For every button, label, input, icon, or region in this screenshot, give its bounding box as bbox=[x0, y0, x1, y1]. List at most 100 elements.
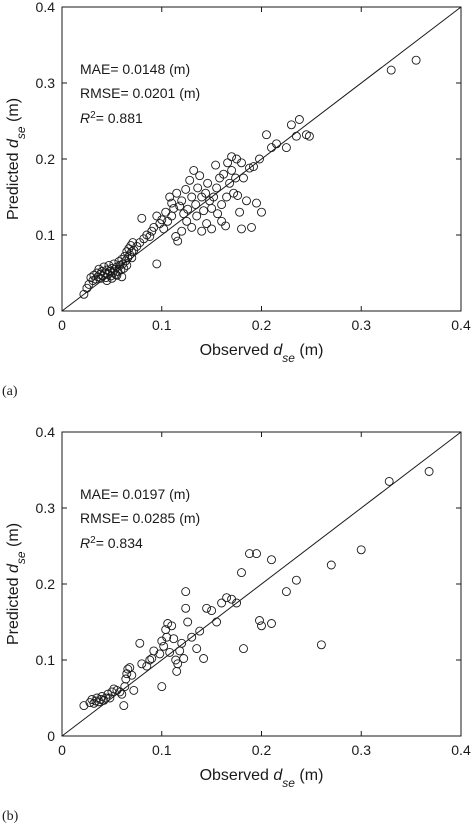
data-point bbox=[237, 568, 246, 578]
data-point bbox=[257, 207, 266, 217]
y-tick-label: 0.3 bbox=[36, 500, 56, 516]
data-point bbox=[262, 130, 271, 140]
x-tick-label: 0.1 bbox=[152, 317, 172, 333]
data-point bbox=[181, 184, 191, 194]
data-point bbox=[281, 587, 291, 597]
data-point bbox=[272, 139, 281, 149]
data-point bbox=[122, 247, 132, 257]
y-tick-label: 0.4 bbox=[36, 424, 56, 440]
data-point bbox=[207, 203, 217, 213]
x-tick-label: 0.1 bbox=[152, 742, 172, 758]
data-point bbox=[182, 216, 192, 226]
data-point bbox=[191, 200, 201, 210]
data-point bbox=[316, 640, 326, 650]
data-point bbox=[203, 178, 213, 188]
data-point bbox=[173, 659, 183, 669]
data-point bbox=[159, 224, 169, 234]
data-point bbox=[167, 621, 177, 631]
x-ticks: 0 0.1 0.2 0.3 0.4 bbox=[58, 432, 471, 758]
x-ticks: 0 0.1 0.2 0.3 0.4 bbox=[58, 7, 471, 333]
data-point bbox=[167, 198, 177, 208]
data-point bbox=[185, 175, 195, 185]
data-point bbox=[211, 160, 221, 170]
data-point bbox=[386, 65, 396, 75]
y-tick-label: 0.3 bbox=[36, 75, 56, 91]
data-point bbox=[129, 685, 139, 695]
mae-stat: MAE= 0.0148 (m) bbox=[80, 61, 190, 77]
data-point bbox=[411, 55, 421, 65]
data-point bbox=[171, 232, 181, 241]
data-point bbox=[165, 192, 175, 202]
data-point bbox=[105, 693, 115, 703]
data-point bbox=[221, 221, 231, 231]
data-point bbox=[187, 222, 197, 232]
data-point bbox=[126, 241, 136, 251]
data-point bbox=[207, 224, 217, 234]
data-point bbox=[193, 183, 203, 193]
plot-area: 0 0.1 0.2 0.3 0.4 0 0.1 0.2 0.3 0.4 bbox=[36, 0, 471, 333]
data-point bbox=[137, 659, 147, 669]
x-tick-label: 0.2 bbox=[252, 742, 272, 758]
data-points bbox=[79, 55, 421, 299]
data-point bbox=[157, 215, 167, 225]
data-point bbox=[177, 226, 187, 236]
data-point bbox=[165, 647, 175, 657]
x-axis-label: Observed dse (m) bbox=[200, 342, 324, 365]
data-points bbox=[79, 467, 434, 711]
data-point bbox=[177, 638, 187, 648]
data-point bbox=[117, 272, 127, 282]
data-point bbox=[124, 244, 134, 254]
r2-stat: R2= 0.881 bbox=[80, 110, 143, 127]
data-point bbox=[199, 654, 209, 663]
data-point bbox=[294, 115, 304, 124]
data-point bbox=[99, 695, 109, 705]
data-point bbox=[189, 165, 199, 175]
data-point bbox=[181, 587, 191, 597]
y-tick-label: 0.2 bbox=[36, 151, 56, 167]
y-tick-label: 0.2 bbox=[36, 576, 56, 592]
data-point bbox=[122, 260, 132, 270]
data-point bbox=[107, 273, 117, 283]
chart-panel-a: 0 0.1 0.2 0.3 0.4 0 0.1 0.2 0.3 0.4 MAE= 0.0148 … bbox=[2, 0, 471, 399]
data-point bbox=[123, 664, 133, 674]
data-point bbox=[212, 183, 222, 193]
data-point bbox=[119, 701, 129, 711]
data-point bbox=[201, 188, 211, 198]
data-point bbox=[187, 192, 197, 202]
data-point bbox=[179, 654, 189, 663]
data-point bbox=[145, 232, 155, 241]
data-point bbox=[237, 158, 246, 168]
data-point bbox=[195, 171, 205, 181]
data-point bbox=[112, 270, 122, 280]
data-point bbox=[213, 209, 223, 219]
data-point bbox=[183, 617, 193, 627]
data-point bbox=[222, 593, 232, 603]
data-point bbox=[121, 256, 131, 266]
data-point bbox=[217, 200, 227, 210]
data-point bbox=[291, 575, 301, 585]
data-point bbox=[219, 169, 229, 179]
data-point bbox=[79, 289, 89, 299]
data-point bbox=[195, 626, 205, 636]
data-point bbox=[197, 226, 207, 236]
x-tick-label: 0.3 bbox=[352, 742, 372, 758]
data-point bbox=[172, 188, 182, 198]
rmse-stat: RMSE= 0.0201 (m) bbox=[80, 85, 200, 101]
data-point bbox=[235, 207, 245, 217]
data-point bbox=[245, 163, 254, 173]
data-point bbox=[207, 606, 217, 616]
data-point bbox=[356, 545, 366, 555]
data-point bbox=[169, 203, 179, 213]
y-tick-label: 0 bbox=[47, 303, 55, 319]
data-point bbox=[227, 165, 237, 175]
data-point bbox=[169, 634, 179, 644]
data-point bbox=[89, 698, 99, 708]
data-point bbox=[281, 143, 291, 153]
data-point bbox=[152, 259, 162, 269]
chart-panel-b: 0 0.1 0.2 0.3 0.4 0 0.1 0.2 0.3 0.4 MAE= 0.0197 … bbox=[2, 424, 471, 824]
data-point bbox=[175, 201, 185, 211]
rmse-stat: RMSE= 0.0285 (m) bbox=[80, 510, 200, 526]
data-point bbox=[212, 617, 222, 627]
data-point bbox=[247, 222, 256, 232]
y-ticks: 0 0.1 0.2 0.3 0.4 bbox=[36, 0, 461, 319]
